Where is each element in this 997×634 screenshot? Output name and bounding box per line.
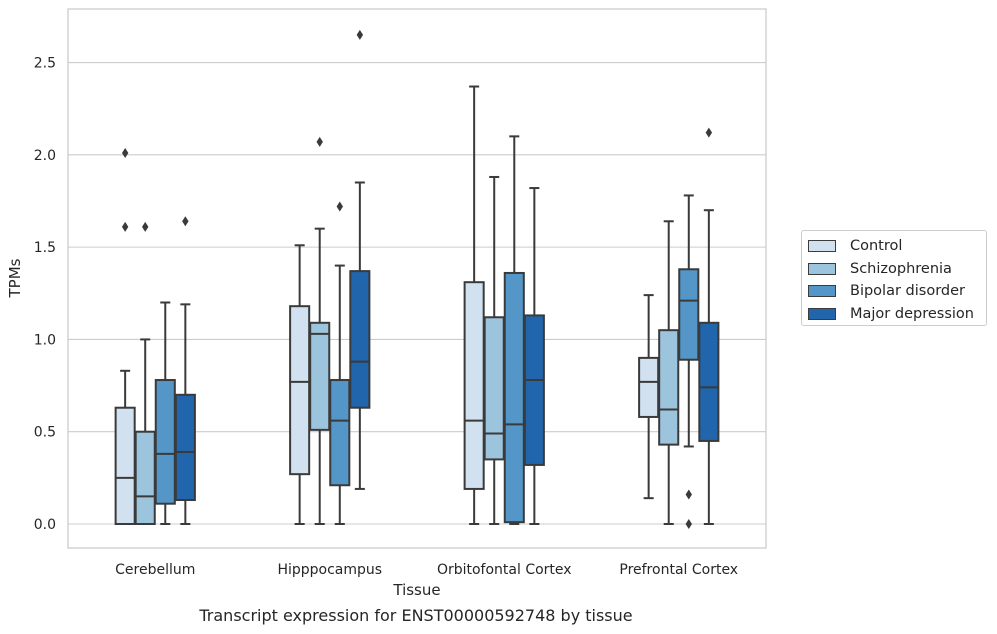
- box-group: [678, 194, 700, 530]
- outlier-point: [142, 221, 149, 232]
- outlier-point: [705, 127, 713, 138]
- box-group: [114, 147, 136, 526]
- x-tick-label: Prefrontal Cortex: [619, 562, 738, 578]
- legend: Control Schizophrenia Bipolar disorder Majo…: [801, 230, 987, 326]
- legend-label: Major depression: [850, 305, 974, 322]
- legend-item: Major depression: [808, 303, 986, 326]
- legend-item: Bipolar disorder: [808, 280, 986, 303]
- y-tick-labels: 0.0 0.5 1.0 1.5 2.0 2.5: [34, 56, 56, 533]
- y-tick-label: 2.0: [34, 148, 56, 164]
- y-tick-label: 0.5: [34, 425, 56, 441]
- box: [503, 271, 525, 524]
- y-tick-label: 1.5: [34, 240, 56, 256]
- outlier-point: [685, 489, 692, 500]
- plot-frame: [67, 8, 767, 549]
- x-tick-label: Orbitofontal Cortex: [437, 562, 572, 578]
- outlier-point: [182, 216, 189, 227]
- box-group: [483, 175, 505, 526]
- box-group: [289, 244, 311, 526]
- x-tick-label: Cerebellum: [115, 562, 195, 578]
- box-group: [174, 216, 196, 526]
- box: [483, 316, 505, 461]
- y-tick-label: 0.0: [34, 517, 56, 533]
- legend-label: Schizophrenia: [850, 260, 952, 277]
- legend-item: Schizophrenia: [808, 258, 986, 281]
- box: [349, 270, 371, 409]
- box: [154, 379, 176, 505]
- box-group: [658, 220, 680, 526]
- legend-label: Bipolar disorder: [850, 283, 965, 300]
- legend-item: Control: [808, 235, 986, 258]
- x-axis-label: Tissue: [392, 581, 440, 599]
- box-group: [309, 136, 331, 526]
- box: [329, 379, 351, 487]
- box: [638, 356, 660, 418]
- box-group: [154, 301, 176, 526]
- box: [309, 321, 331, 431]
- box-group: [329, 201, 351, 526]
- box: [134, 430, 156, 526]
- legend-swatch: [808, 240, 836, 253]
- legend-swatch: [808, 285, 836, 298]
- box-group: [638, 294, 660, 500]
- box: [463, 281, 485, 490]
- outlier-point: [685, 519, 692, 530]
- legend-swatch: [808, 307, 836, 320]
- outlier-point: [356, 29, 364, 40]
- y-axis-label: TPMs: [6, 258, 24, 298]
- box-group: [503, 135, 525, 526]
- legend-swatch: [808, 262, 836, 275]
- box-group: [134, 221, 156, 526]
- box-group: [523, 187, 545, 526]
- box-group: [698, 127, 720, 526]
- box-group: [463, 85, 485, 526]
- outlier-point: [121, 221, 129, 232]
- box: [698, 321, 720, 442]
- outlier-point: [336, 201, 343, 212]
- chart-caption: Transcript expression for ENST0000059274…: [199, 606, 633, 625]
- box: [678, 268, 700, 361]
- x-tick-labels: Cerebellum Hipppocampus Orbitofontal Corte…: [115, 562, 738, 578]
- y-tick-label: 2.5: [34, 56, 56, 72]
- legend-label: Control: [850, 238, 903, 255]
- y-tick-label: 1.0: [34, 332, 56, 348]
- box-group: [349, 29, 371, 490]
- outlier-point: [316, 136, 323, 147]
- box: [523, 314, 545, 466]
- box: [289, 305, 311, 476]
- outlier-point: [121, 147, 129, 158]
- box: [174, 393, 196, 502]
- x-tick-label: Hipppocampus: [277, 562, 382, 578]
- box: [114, 406, 136, 526]
- box: [658, 329, 680, 446]
- boxes: [114, 29, 720, 530]
